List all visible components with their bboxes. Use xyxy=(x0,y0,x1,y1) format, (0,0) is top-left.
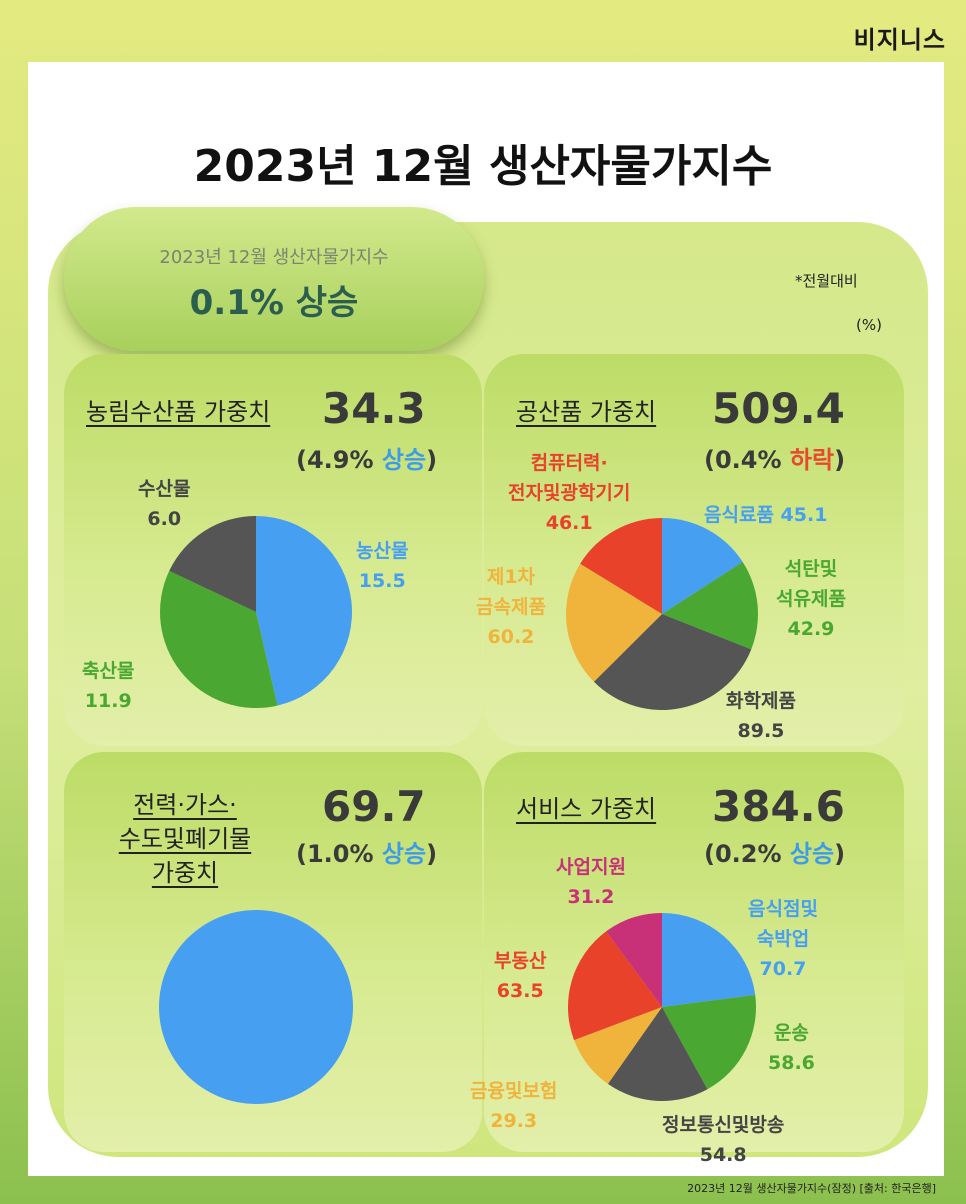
pie-slice xyxy=(574,1007,662,1084)
panel-utility-title: 전력·가스· 수도및폐기물 가중치 xyxy=(118,791,252,887)
service-label-realestate: 부동산 63.5 xyxy=(494,950,547,1002)
comparison-note: *전월대비 xyxy=(795,272,858,290)
footer-source: 2023년 12월 생산자물가지수(잠정) [출처: 한국은행] xyxy=(687,1182,936,1195)
service-label-finance: 금융및보험 29.3 xyxy=(470,1080,558,1132)
panel-service-value: 384.6 xyxy=(712,782,845,831)
change-direction: 상승 xyxy=(381,840,427,868)
headline-subtitle: 2023년 12월 생산자물가지수 xyxy=(159,247,389,268)
industrial-label-petroleum: 석탄및 석유제품 42.9 xyxy=(776,558,846,640)
change-direction: 하락 xyxy=(789,446,835,474)
change-direction: 상승 xyxy=(789,840,835,868)
industrial-label-electronics: 컴퓨터력· 전자및광학기기 46.1 xyxy=(508,452,631,534)
headline-pill: 2023년 12월 생산자물가지수 0.1% 상승 xyxy=(64,207,484,351)
pie-slice xyxy=(662,994,756,1090)
pie-slice xyxy=(256,516,353,706)
industrial-label-metal: 제1차 금속제품 60.2 xyxy=(476,566,546,648)
panel-industrial-change: (0.4% 하락) xyxy=(704,446,846,474)
page-title: 2023년 12월 생산자물가지수 xyxy=(193,141,773,192)
panel-industrial-value: 509.4 xyxy=(712,384,845,433)
agri-label-livestock: 축산물 11.9 xyxy=(82,660,135,712)
agri-label-farm: 농산물 15.5 xyxy=(356,540,409,592)
service-label-hospitality: 음식점및 숙박업 70.7 xyxy=(748,898,818,980)
panel-utility-value: 69.7 xyxy=(322,782,426,831)
unit-label: (%) xyxy=(856,316,882,334)
pie-slice xyxy=(606,913,662,1007)
panel-service-change: (0.2% 상승) xyxy=(704,840,846,868)
pie-slice xyxy=(566,563,662,682)
service-label-ict: 정보통신및방송 54.8 xyxy=(662,1114,785,1166)
panel-agri-change: (4.9% 상승) xyxy=(296,446,438,474)
pie-slice xyxy=(593,614,752,710)
pie-slice xyxy=(568,931,662,1041)
panel-utility-change: (1.0% 상승) xyxy=(296,840,438,868)
pie-slice xyxy=(662,518,743,614)
panel-industrial-title: 공산품 가중치 xyxy=(516,398,657,426)
change-direction: 상승 xyxy=(381,446,427,474)
pie-slice xyxy=(580,518,662,614)
pie-slice xyxy=(607,1007,708,1101)
service-label-transport: 운송 58.6 xyxy=(768,1022,815,1074)
pie-slice xyxy=(662,913,756,1007)
industrial-label-food: 음식료품 45.1 xyxy=(704,504,828,526)
industrial-label-chemical: 화학제품 89.5 xyxy=(726,690,796,742)
panel-agri-value: 34.3 xyxy=(322,384,426,433)
headline-value: 0.1% 상승 xyxy=(189,283,359,323)
agri-label-fishery: 수산물 6.0 xyxy=(138,478,191,530)
brand-logo: 비지니스 xyxy=(853,26,946,54)
panel-agri-title: 농림수산품 가중치 xyxy=(86,398,271,426)
service-label-business-support: 사업지원 31.2 xyxy=(556,856,626,908)
pie-slice xyxy=(159,910,353,1104)
pie-slice xyxy=(662,562,759,650)
panel-service-title: 서비스 가중치 xyxy=(516,795,657,823)
pie-slice xyxy=(169,516,256,612)
pie-slice xyxy=(160,570,278,708)
